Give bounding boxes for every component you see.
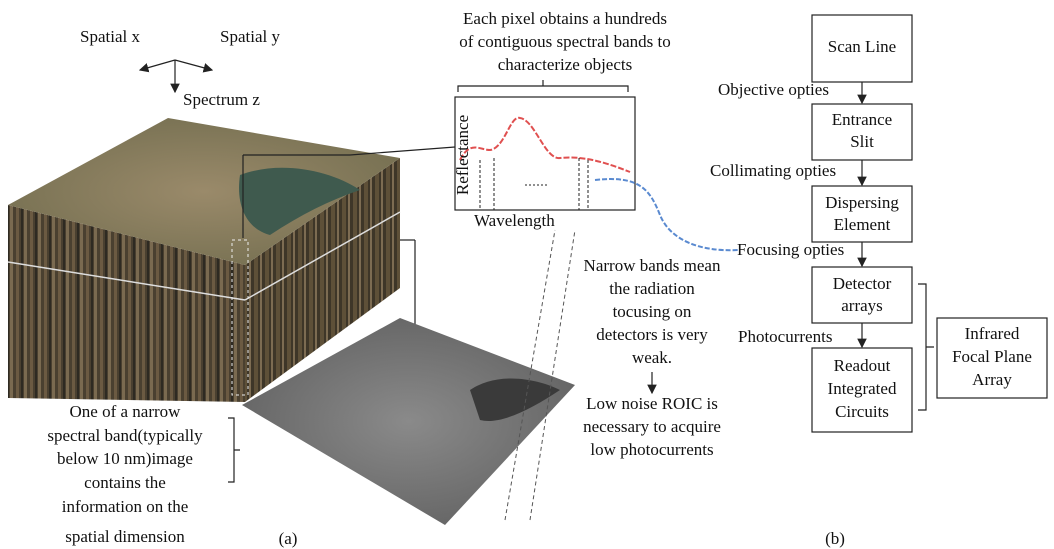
box-label: Entrance <box>832 110 892 129</box>
axis-label: Spatial y <box>220 27 280 46</box>
box-label: Infrared <box>965 324 1020 343</box>
flowchart: Scan Line Entrance Slit Dispersing Eleme… <box>710 15 1047 432</box>
box-label: Slit <box>850 132 874 151</box>
axes: Spatial x Spatial y Spectrum z <box>80 27 280 109</box>
panel-label: (b) <box>825 529 845 548</box>
note: spectral band(typically <box>47 426 203 445</box>
note: necessary to acquire <box>583 417 721 436</box>
note: low photocurrents <box>590 440 713 459</box>
caption: characterize objects <box>498 55 633 74</box>
caption: of contiguous spectral bands to <box>459 32 671 51</box>
spectrum-plot: Each pixel obtains a hundreds of contigu… <box>453 9 738 250</box>
axis-label: Reflectance <box>453 115 472 195</box>
step-label: Collimating opties <box>710 161 836 180</box>
box-label: Detector <box>833 274 892 293</box>
note: the radiation <box>609 279 695 298</box>
note: tocusing on <box>613 302 692 321</box>
note: contains the <box>84 473 166 492</box>
panel-label: (a) <box>279 529 298 548</box>
box-label: Dispersing <box>825 193 899 212</box>
box-label: Array <box>972 370 1012 389</box>
note: spatial dimension <box>65 527 185 546</box>
box-label: Focal Plane <box>952 347 1032 366</box>
note: weak. <box>632 348 672 367</box>
axis-label: Spectrum z <box>183 90 260 109</box>
box-label: Integrated <box>828 379 897 398</box>
step-label: Photocurrents <box>738 327 832 346</box>
note: One of a narrow <box>70 402 182 421</box>
box-label: Element <box>834 215 891 234</box>
axis-label: Wavelength <box>474 211 555 230</box>
note: Narrow bands mean <box>584 256 721 275</box>
step-label: Focusing opties <box>737 240 844 259</box>
note: Low noise ROIC is <box>586 394 718 413</box>
note: below 10 nm)image <box>57 449 193 468</box>
box-label: Readout <box>834 356 891 375</box>
caption: Each pixel obtains a hundreds <box>463 9 667 28</box>
box-label: arrays <box>841 296 883 315</box>
box-label: Circuits <box>835 402 889 421</box>
box-label: Scan Line <box>828 37 896 56</box>
axis-label: Spatial x <box>80 27 140 46</box>
note: detectors is very <box>596 325 708 344</box>
note: information on the <box>62 497 189 516</box>
figure: Spatial x Spatial y Spectrum z Each pixe… <box>0 0 1054 549</box>
step-label: Objective opties <box>718 80 829 99</box>
